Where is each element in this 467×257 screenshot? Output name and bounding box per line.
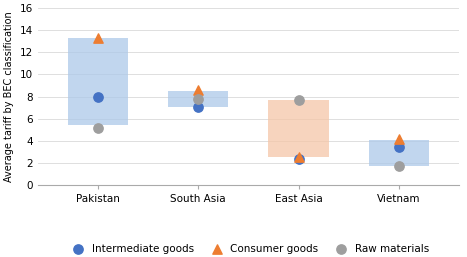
Intermediate goods <box>195 105 202 109</box>
Raw materials <box>395 164 403 168</box>
Intermediate goods <box>395 145 403 150</box>
Raw materials <box>295 98 302 102</box>
Legend: Intermediate goods, Consumer goods, Raw materials: Intermediate goods, Consumer goods, Raw … <box>64 240 433 257</box>
Raw materials <box>94 125 102 130</box>
Y-axis label: Average tariff by BEC classification: Average tariff by BEC classification <box>4 11 14 182</box>
Bar <box>369 140 429 166</box>
Consumer goods <box>295 155 302 159</box>
Bar <box>269 100 329 157</box>
Bar <box>68 38 128 125</box>
Consumer goods <box>94 36 102 40</box>
Consumer goods <box>195 88 202 92</box>
Consumer goods <box>395 137 403 141</box>
Bar <box>168 91 228 107</box>
Intermediate goods <box>94 95 102 99</box>
Raw materials <box>195 97 202 101</box>
Intermediate goods <box>295 157 302 161</box>
